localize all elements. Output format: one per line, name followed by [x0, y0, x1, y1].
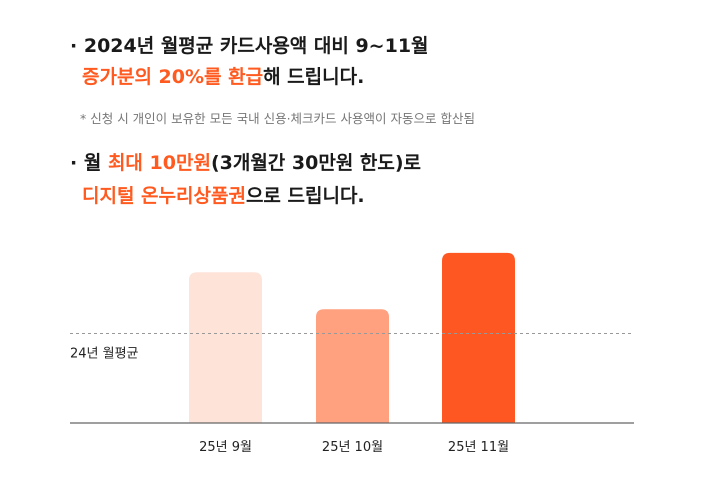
bar: [316, 309, 389, 423]
x-tick-label: 25년 11월: [448, 440, 509, 455]
bullet-dot: ·: [70, 35, 78, 57]
bullet-1-line-2-rest: 해 드립니다.: [263, 66, 365, 88]
reference-line-label: 24년 월평균: [70, 347, 139, 362]
x-tick-label: 25년 10월: [322, 440, 383, 455]
footnote: * 신청 시 개인이 보유한 모든 국내 신용·체크카드 사용액이 자동으로 합…: [80, 111, 475, 126]
bullet-1-line-1: · 2024년 월평균 카드사용액 대비 9~11월: [70, 31, 429, 58]
bullet-2-line-2: 디지털 온누리상품권으로 드립니다.: [82, 181, 365, 208]
max-amount-highlight: 최대 10만원: [107, 152, 211, 174]
bar: [189, 272, 262, 423]
voucher-highlight: 디지털 온누리상품권: [82, 185, 246, 207]
bullet-2-line-1: · 월 최대 10만원(3개월간 30만원 한도)로: [70, 148, 421, 175]
bullet-2-line-2-rest: 으로 드립니다.: [245, 185, 365, 207]
bullet-2-rest: (3개월간 30만원 한도)로: [210, 152, 422, 174]
bullet-1-text: 2024년 월평균 카드사용액 대비 9~11월: [83, 35, 429, 57]
bullet-dot: ·: [70, 152, 78, 174]
bar: [442, 252, 515, 423]
x-tick-label: 25년 9월: [199, 440, 252, 455]
bullet-2-prefix: 월: [83, 152, 108, 174]
bullet-1-line-2: 증가분의 20%를 환급해 드립니다.: [82, 62, 364, 89]
refund-highlight: 증가분의 20%를 환급: [82, 66, 264, 88]
